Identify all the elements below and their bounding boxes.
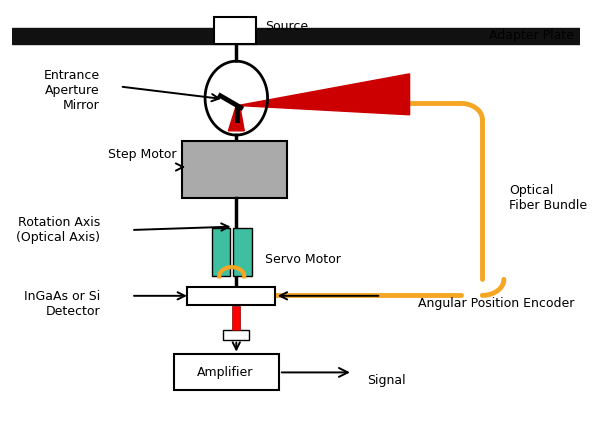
- Text: Step Motor: Step Motor: [108, 148, 176, 160]
- Polygon shape: [238, 74, 410, 115]
- Polygon shape: [229, 106, 244, 131]
- Text: Angular Position Encoder: Angular Position Encoder: [418, 298, 574, 310]
- Text: Servo Motor: Servo Motor: [265, 253, 341, 266]
- Text: Amplifier: Amplifier: [197, 366, 254, 379]
- Text: Optical
Fiber Bundle: Optical Fiber Bundle: [509, 184, 587, 212]
- Bar: [187, 287, 275, 305]
- Text: Source: Source: [265, 20, 308, 32]
- Text: InGaAs or Si
Detector: InGaAs or Si Detector: [24, 290, 100, 318]
- Text: Rotation Axis
(Optical Axis): Rotation Axis (Optical Axis): [16, 216, 100, 244]
- Bar: [214, 17, 256, 44]
- Bar: [233, 228, 251, 276]
- Bar: [12, 28, 580, 44]
- Bar: [223, 330, 250, 340]
- Text: Entrance
Aperture
Mirror: Entrance Aperture Mirror: [44, 69, 100, 112]
- Text: Adapter Plate: Adapter Plate: [490, 29, 574, 42]
- Text: Signal: Signal: [367, 374, 406, 387]
- Bar: [182, 141, 287, 198]
- Bar: [212, 228, 230, 276]
- Bar: [232, 306, 240, 330]
- Bar: [174, 354, 279, 390]
